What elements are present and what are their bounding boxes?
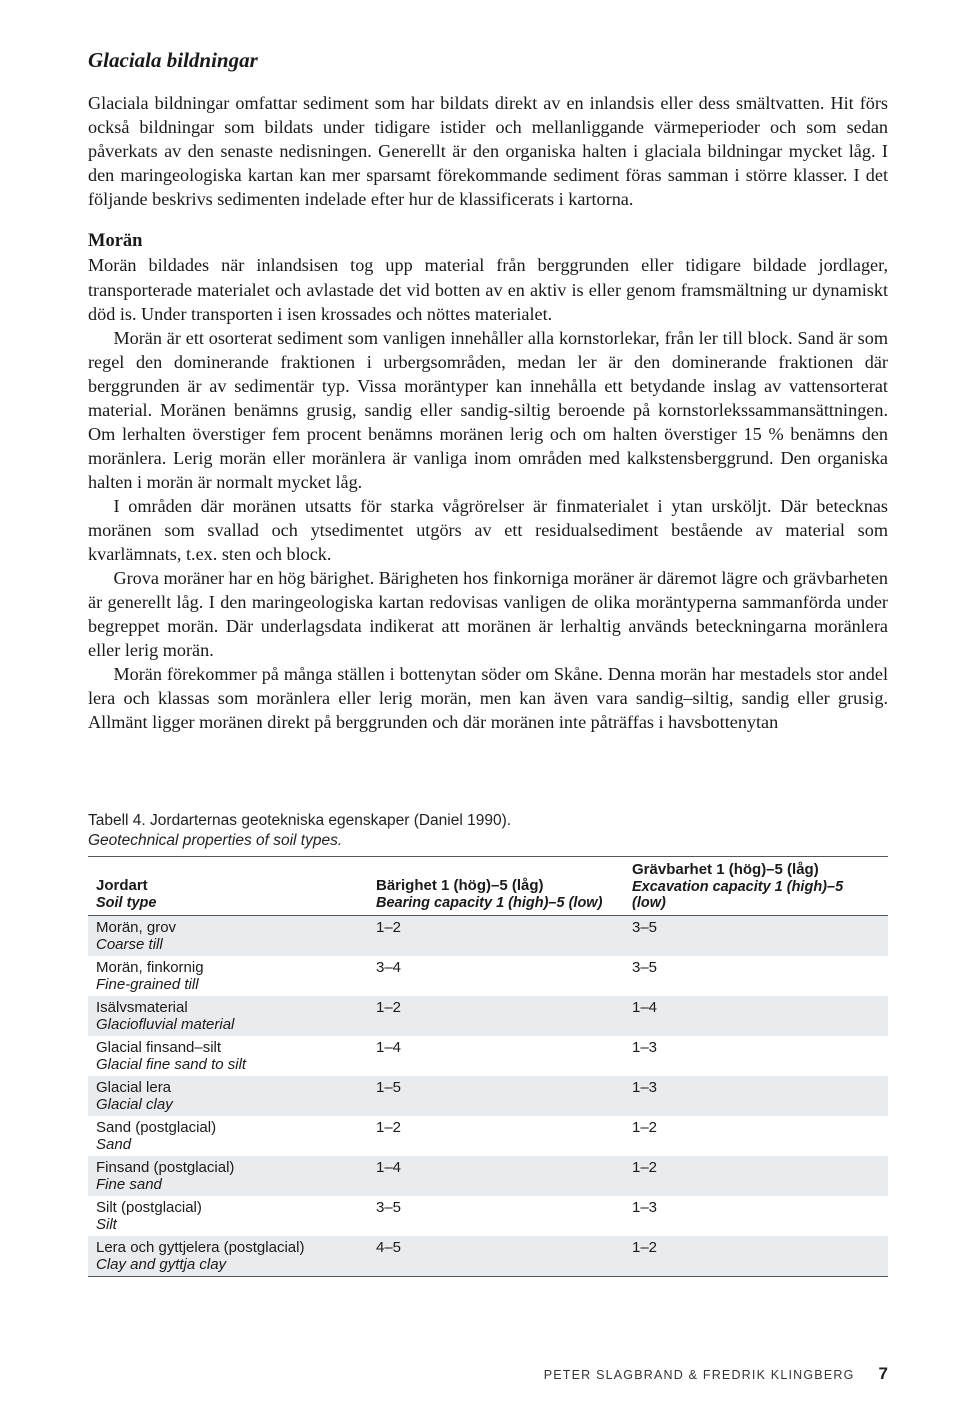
cell-soil: Morän, grovCoarse till: [88, 915, 368, 956]
col-header-soil-en: Soil type: [96, 894, 360, 911]
table-row: Finsand (postglacial)Fine sand1–41–2: [88, 1156, 888, 1196]
cell-soil-en: Fine-grained till: [96, 976, 360, 993]
cell-soil: Silt (postglacial)Silt: [88, 1196, 368, 1236]
section-title: Glaciala bildningar: [88, 48, 888, 73]
cell-soil-sv: Glacial finsand–silt: [96, 1039, 360, 1056]
cell-soil: IsälvsmaterialGlaciofluvial material: [88, 996, 368, 1036]
cell-soil-sv: Silt (postglacial): [96, 1199, 360, 1216]
cell-soil-sv: Sand (postglacial): [96, 1119, 360, 1136]
cell-bearing: 3–5: [368, 1196, 624, 1236]
cell-soil-sv: Glacial lera: [96, 1079, 360, 1096]
footer-authors: PETER SLAGBRAND & FREDRIK KLINGBERG: [544, 1368, 855, 1382]
cell-soil-en: Fine sand: [96, 1176, 360, 1193]
cell-bearing: 1–2: [368, 1116, 624, 1156]
cell-soil-sv: Morän, finkornig: [96, 959, 360, 976]
cell-soil-en: Silt: [96, 1216, 360, 1233]
moran-heading: Morän: [88, 229, 888, 253]
moran-block: Morän Morän bildades när inlandsisen tog…: [88, 229, 888, 734]
moran-p4: Grova moräner har en hög bärighet. Bärig…: [88, 566, 888, 662]
col-header-excav-sv: Grävbarhet 1 (hög)–5 (låg): [632, 861, 819, 878]
table-row: Lera och gyttjelera (postglacial)Clay an…: [88, 1236, 888, 1277]
table-subcaption: Geotechnical properties of soil types.: [88, 832, 888, 850]
cell-excavation: 1–2: [624, 1236, 888, 1277]
cell-excavation: 1–3: [624, 1196, 888, 1236]
cell-excavation: 1–3: [624, 1076, 888, 1116]
moran-p1: Morän bildades när inlandsisen tog upp m…: [88, 253, 888, 325]
cell-excavation: 3–5: [624, 956, 888, 996]
cell-bearing: 1–5: [368, 1076, 624, 1116]
cell-excavation: 3–5: [624, 915, 888, 956]
cell-soil-en: Sand: [96, 1136, 360, 1153]
moran-p2: Morän är ett osorterat sediment som vanl…: [88, 326, 888, 494]
moran-p3: I områden där moränen utsatts för starka…: [88, 494, 888, 566]
table-caption: Tabell 4. Jordarternas geotekniska egens…: [88, 812, 888, 830]
cell-bearing: 1–4: [368, 1036, 624, 1076]
cell-soil: Morän, finkornigFine-grained till: [88, 956, 368, 996]
col-header-soil: Jordart Soil type: [88, 856, 368, 915]
cell-excavation: 1–3: [624, 1036, 888, 1076]
table-row: Morän, grovCoarse till1–23–5: [88, 915, 888, 956]
cell-bearing: 1–4: [368, 1156, 624, 1196]
table-block: Tabell 4. Jordarternas geotekniska egens…: [88, 812, 888, 1277]
cell-bearing: 1–2: [368, 915, 624, 956]
soil-table: Jordart Soil type Bärighet 1 (hög)–5 (lå…: [88, 856, 888, 1277]
cell-soil: Glacial leraGlacial clay: [88, 1076, 368, 1116]
cell-soil-en: Glacial clay: [96, 1096, 360, 1113]
moran-p5: Morän förekommer på många ställen i bott…: [88, 662, 888, 734]
page: Glaciala bildningar Glaciala bildningar …: [0, 0, 960, 1418]
table-row: Sand (postglacial)Sand1–21–2: [88, 1116, 888, 1156]
cell-soil-en: Clay and gyttja clay: [96, 1256, 360, 1273]
cell-soil: Finsand (postglacial)Fine sand: [88, 1156, 368, 1196]
table-header-row: Jordart Soil type Bärighet 1 (hög)–5 (lå…: [88, 856, 888, 915]
cell-excavation: 1–2: [624, 1156, 888, 1196]
footer-page-number: 7: [879, 1364, 888, 1384]
cell-bearing: 4–5: [368, 1236, 624, 1277]
cell-soil: Sand (postglacial)Sand: [88, 1116, 368, 1156]
col-header-excav: Grävbarhet 1 (hög)–5 (låg) Excavation ca…: [624, 856, 888, 915]
cell-soil: Glacial finsand–siltGlacial fine sand to…: [88, 1036, 368, 1076]
cell-soil-sv: Lera och gyttjelera (postglacial): [96, 1239, 360, 1256]
intro-paragraph: Glaciala bildningar omfattar sediment so…: [88, 91, 888, 211]
cell-soil-en: Glaciofluvial material: [96, 1016, 360, 1033]
col-header-bearing-sv: Bärighet 1 (hög)–5 (låg): [376, 877, 544, 894]
cell-excavation: 1–4: [624, 996, 888, 1036]
col-header-excav-en: Excavation capacity 1 (high)–5 (low): [632, 878, 880, 911]
intro-text: Glaciala bildningar omfattar sediment so…: [88, 91, 888, 211]
page-footer: PETER SLAGBRAND & FREDRIK KLINGBERG 7: [88, 1364, 888, 1384]
cell-soil: Lera och gyttjelera (postglacial)Clay an…: [88, 1236, 368, 1277]
cell-soil-en: Coarse till: [96, 936, 360, 953]
cell-bearing: 3–4: [368, 956, 624, 996]
cell-excavation: 1–2: [624, 1116, 888, 1156]
table-row: Silt (postglacial)Silt3–51–3: [88, 1196, 888, 1236]
cell-soil-sv: Finsand (postglacial): [96, 1159, 360, 1176]
cell-soil-en: Glacial fine sand to silt: [96, 1056, 360, 1073]
table-row: Morän, finkornigFine-grained till3–43–5: [88, 956, 888, 996]
col-header-soil-sv: Jordart: [96, 877, 148, 894]
col-header-bearing-en: Bearing capacity 1 (high)–5 (low): [376, 894, 616, 911]
table-row: IsälvsmaterialGlaciofluvial material1–21…: [88, 996, 888, 1036]
table-body: Morän, grovCoarse till1–23–5Morän, finko…: [88, 915, 888, 1276]
table-row: Glacial leraGlacial clay1–51–3: [88, 1076, 888, 1116]
cell-bearing: 1–2: [368, 996, 624, 1036]
cell-soil-sv: Isälvsmaterial: [96, 999, 360, 1016]
cell-soil-sv: Morän, grov: [96, 919, 360, 936]
table-row: Glacial finsand–siltGlacial fine sand to…: [88, 1036, 888, 1076]
col-header-bearing: Bärighet 1 (hög)–5 (låg) Bearing capacit…: [368, 856, 624, 915]
